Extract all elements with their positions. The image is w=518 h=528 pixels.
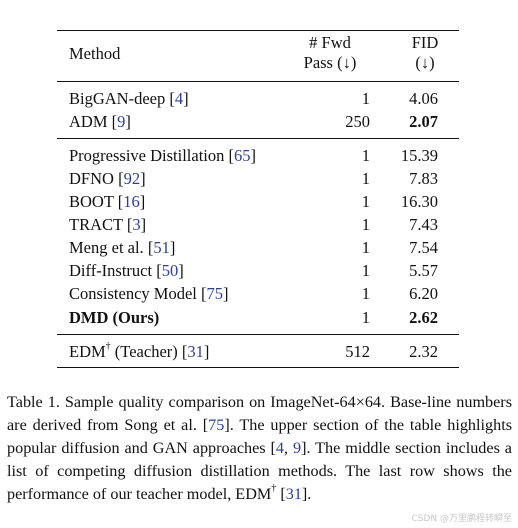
citation-link[interactable]: 92 bbox=[123, 169, 141, 188]
watermark: CSDN @万里鹏程转瞬至 bbox=[411, 514, 512, 524]
citation-link[interactable]: 51 bbox=[153, 238, 170, 257]
table-row: Consistency Model [75] 1 6.20 bbox=[69, 284, 438, 303]
section-rule bbox=[57, 334, 459, 335]
citation-link[interactable]: 31 bbox=[285, 485, 302, 503]
table-row: ADM [9] 250 2.07 bbox=[69, 112, 438, 131]
citation-link[interactable]: 65 bbox=[234, 146, 251, 165]
table-row-teacher: EDM† (Teacher) [31] 512 2.32 bbox=[69, 340, 438, 361]
table-row: BigGAN-deep [4] 1 4.06 bbox=[69, 89, 438, 108]
top-rule bbox=[57, 30, 459, 32]
table-row: TRACT [3] 1 7.43 bbox=[69, 215, 438, 234]
citation-link[interactable]: 3 bbox=[132, 215, 141, 234]
citation-link[interactable]: 4 bbox=[174, 89, 184, 108]
citation-link[interactable]: 75 bbox=[208, 416, 225, 434]
section-rule bbox=[57, 138, 459, 139]
bottom-rule bbox=[57, 367, 459, 369]
citation-link[interactable]: 9 bbox=[292, 439, 302, 457]
citation-link[interactable]: 16 bbox=[123, 192, 140, 211]
table-header: Method # Fwd Pass (↓) FID (↓) bbox=[57, 33, 459, 77]
table-row: BOOT [16] 1 16.30 bbox=[69, 192, 438, 211]
citation-link[interactable]: 50 bbox=[161, 261, 179, 280]
table-row: Meng et al. [51] 1 7.54 bbox=[69, 238, 438, 257]
citation-link[interactable]: 31 bbox=[187, 342, 204, 361]
header-fid: FID (↓) bbox=[411, 33, 439, 72]
table-row: Progressive Distillation [65] 1 15.39 bbox=[69, 146, 438, 165]
header-rule bbox=[57, 81, 459, 82]
table-row: Diff-Instruct [50] 1 5.57 bbox=[69, 261, 438, 280]
table-row-ours: DMD (Ours) 1 2.62 bbox=[69, 308, 438, 327]
citation-link[interactable]: 75 bbox=[206, 284, 224, 303]
header-method: Method bbox=[69, 44, 121, 63]
header-fwd-pass: # Fwd Pass (↓) bbox=[303, 33, 357, 72]
citation-link[interactable]: 9 bbox=[117, 112, 126, 131]
table-row: DFNO [92] 1 7.83 bbox=[69, 169, 438, 188]
citation-link[interactable]: 4 bbox=[275, 439, 284, 457]
table-caption: Table 1. Sample quality comparison on Im… bbox=[7, 393, 512, 503]
